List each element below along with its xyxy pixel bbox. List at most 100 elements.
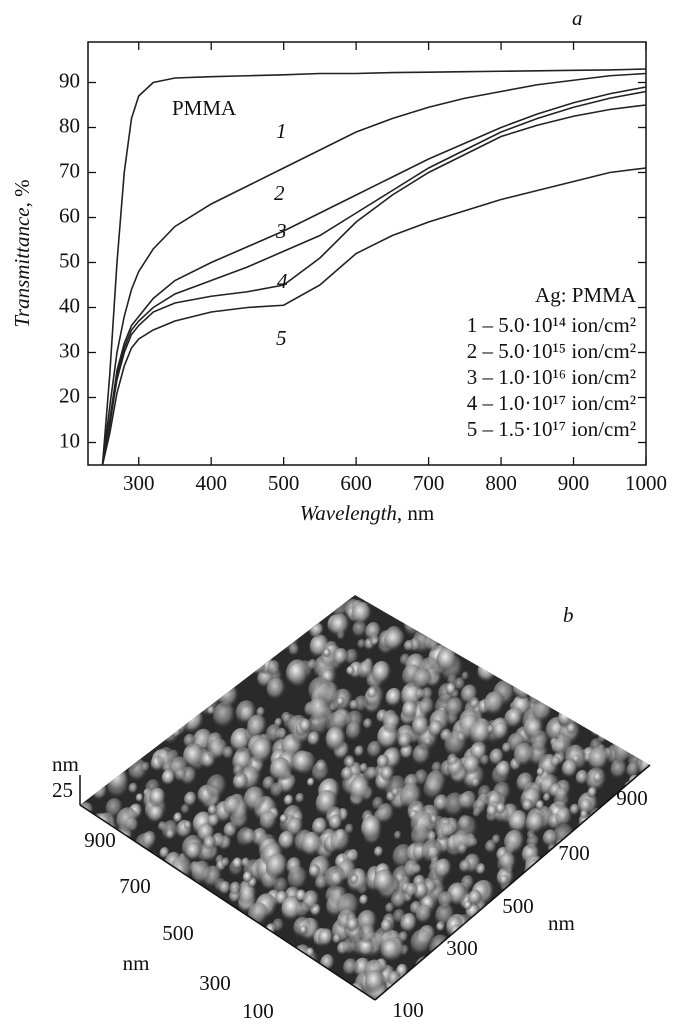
afm-grain xyxy=(380,919,393,934)
afm-grain xyxy=(511,968,528,988)
afm-grain xyxy=(634,724,645,738)
curve-label: 5 xyxy=(276,326,287,350)
afm-grain xyxy=(154,990,167,1000)
afm-grain xyxy=(95,887,108,903)
afm-grain xyxy=(591,608,606,626)
afm-grain xyxy=(599,967,613,984)
afm-grain xyxy=(604,933,628,962)
afm-grain xyxy=(434,858,453,881)
z-unit: nm xyxy=(52,752,79,776)
afm-grain xyxy=(278,830,297,853)
afm-grain xyxy=(597,861,614,882)
legend-entry: 4 – 1.0·10¹⁷ ion/cm² xyxy=(467,391,636,415)
afm-grain xyxy=(207,813,221,829)
afm-grain xyxy=(243,624,253,636)
afm-grain xyxy=(287,866,309,893)
afm-grain xyxy=(595,677,607,691)
afm-grain xyxy=(606,906,625,928)
afm-grain xyxy=(165,829,176,841)
afm-grain xyxy=(570,662,594,691)
afm-grain xyxy=(602,595,624,610)
afm-grain xyxy=(493,644,517,672)
afm-grain xyxy=(269,757,292,784)
afm-grain xyxy=(410,810,434,839)
afm-grain xyxy=(447,753,459,768)
curve-label: 1 xyxy=(276,119,287,143)
afm-grain xyxy=(288,643,300,657)
axis xyxy=(374,764,651,1001)
afm-grain xyxy=(222,746,235,761)
afm-grain xyxy=(599,986,618,1000)
afm-grain xyxy=(400,602,418,624)
afm-grain xyxy=(110,665,128,687)
afm-grain xyxy=(544,965,556,978)
afm-grain xyxy=(583,608,604,633)
afm-grain xyxy=(161,894,179,915)
afm-grain xyxy=(80,710,90,732)
afm-grain xyxy=(99,728,123,756)
afm-grain xyxy=(283,951,302,974)
afm-grain xyxy=(529,689,544,707)
afm-grain xyxy=(471,619,494,647)
afm-grain xyxy=(363,718,374,731)
afm-grain xyxy=(581,897,599,918)
afm-grain xyxy=(238,938,254,957)
afm-grain xyxy=(115,983,127,997)
afm-grain xyxy=(613,604,633,628)
afm-grain xyxy=(587,786,598,799)
afm-grain xyxy=(332,980,346,998)
afm-grain xyxy=(190,647,215,676)
afm-grain xyxy=(90,920,113,947)
afm-grain xyxy=(467,598,478,611)
series-line xyxy=(101,72,647,466)
afm-grain xyxy=(346,665,356,677)
afm-grain xyxy=(542,829,559,849)
afm-grain xyxy=(578,960,593,977)
afm-grain xyxy=(638,844,650,863)
afm-grain xyxy=(636,897,650,918)
afm-grain xyxy=(80,960,87,976)
afm-grain xyxy=(518,943,527,954)
y-axis-label-unit: , % xyxy=(10,179,34,207)
axis-unit: nm xyxy=(123,951,150,975)
afm-grain xyxy=(513,742,536,769)
afm-grain xyxy=(274,977,295,1000)
afm-grain xyxy=(135,605,147,620)
afm-grain xyxy=(122,749,141,772)
afm-grain xyxy=(594,991,603,1000)
afm-grain xyxy=(160,892,182,918)
afm-grain xyxy=(615,615,636,641)
afm-grain xyxy=(415,904,434,926)
afm-grain xyxy=(80,896,91,910)
afm-grain xyxy=(268,975,288,999)
afm-grain xyxy=(556,964,572,983)
afm-grain xyxy=(232,857,244,871)
afm-grain xyxy=(110,730,127,750)
afm-grain xyxy=(247,902,270,929)
afm-grain xyxy=(404,614,425,639)
afm-grain xyxy=(80,753,89,764)
afm-grain xyxy=(619,908,638,931)
afm-grain xyxy=(393,600,411,622)
afm-grain xyxy=(243,786,267,815)
plot-frame xyxy=(87,41,647,466)
afm-grain xyxy=(184,627,208,656)
series-line xyxy=(101,86,647,466)
afm-grain xyxy=(405,972,418,988)
afm-grain xyxy=(392,908,407,925)
afm-grain xyxy=(592,954,607,972)
afm-grain xyxy=(582,661,600,682)
afm-grain xyxy=(609,724,620,736)
afm-grain xyxy=(135,628,155,652)
afm-grain xyxy=(531,984,550,1000)
afm-grain xyxy=(365,622,383,643)
afm-grain xyxy=(126,650,138,664)
afm-grain xyxy=(632,930,643,944)
afm-grain xyxy=(412,595,435,623)
afm-grain xyxy=(185,595,207,613)
afm-grain xyxy=(248,645,259,658)
afm-grain xyxy=(503,829,526,856)
afm-grain xyxy=(633,643,650,669)
afm-grain xyxy=(207,927,220,943)
y-tick-label: 40 xyxy=(59,293,80,317)
